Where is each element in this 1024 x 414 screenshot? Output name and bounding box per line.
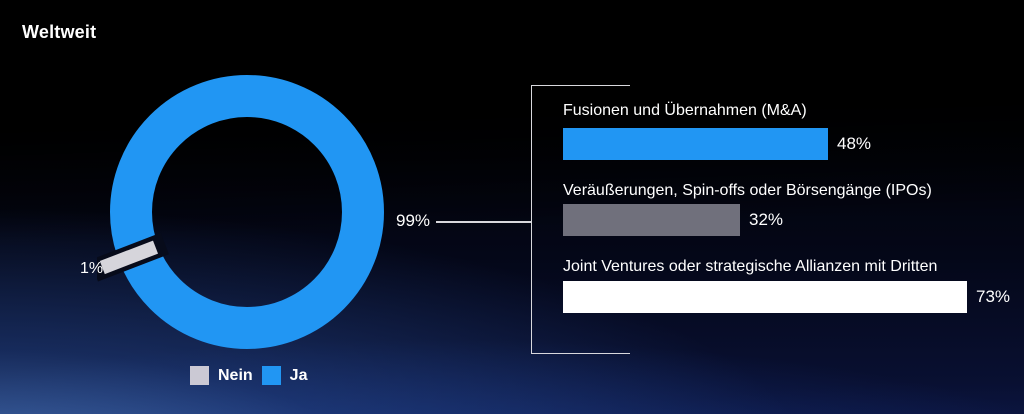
bar-label-ma: Fusionen und Übernahmen (M&A): [563, 102, 807, 119]
legend-label-ja: Ja: [289, 366, 308, 384]
legend-item-ja: Ja: [261, 366, 308, 385]
bar-value-jv: 73%: [976, 287, 1011, 306]
bar-value-ma: 48%: [837, 134, 872, 153]
legend-swatch-ja: [261, 366, 281, 385]
connector-line: [436, 221, 531, 223]
bracket-line: [531, 85, 630, 354]
bar-label-jv: Joint Ventures oder strategische Allianz…: [563, 258, 938, 275]
donut-value-nein: 1%: [80, 260, 104, 277]
bar-row-jv: 73%: [563, 281, 1010, 313]
donut-value-ja: 99%: [396, 211, 431, 230]
legend-label-nein: Nein: [218, 366, 253, 384]
donut-segment-ja: [110, 75, 384, 349]
donut-chart: [97, 75, 384, 349]
bar-fill-ipos: [563, 204, 740, 236]
legend-swatch-nein: [190, 366, 209, 385]
bar-fill-ma: [563, 128, 828, 160]
bar-row-ma: 48%: [563, 128, 871, 160]
legend: Nein Ja: [190, 366, 307, 385]
bar-label-ipos: Veräußerungen, Spin-offs oder Börsengäng…: [563, 182, 932, 199]
page-title: Weltweit: [22, 22, 97, 42]
legend-item-nein: Nein: [190, 366, 253, 385]
bar-fill-jv: [563, 281, 967, 313]
donut-segment-nein: [99, 240, 159, 275]
bar-value-ipos: 32%: [749, 210, 784, 229]
bar-row-ipos: 32%: [563, 204, 783, 236]
